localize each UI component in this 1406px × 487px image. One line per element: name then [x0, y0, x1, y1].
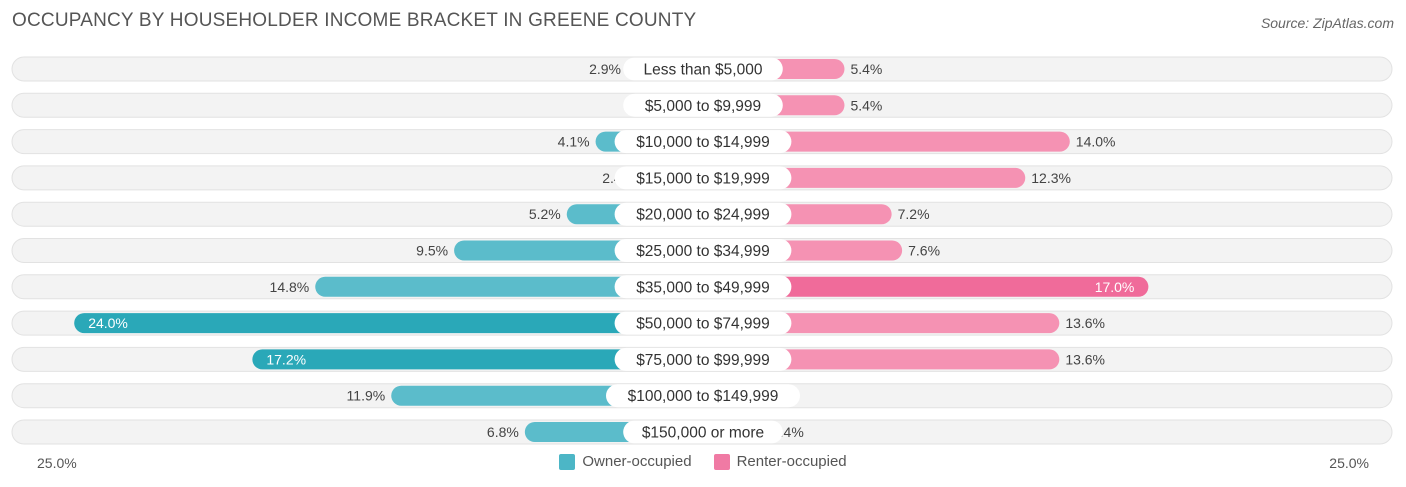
category-pill [623, 57, 783, 81]
renter-value-label: 7.2% [898, 206, 930, 222]
owner-bar [252, 349, 704, 370]
legend: Owner-occupied Renter-occupied [0, 453, 1406, 470]
category-label: $50,000 to $74,999 [636, 316, 770, 333]
renter-value-label: 13.6% [1065, 351, 1105, 367]
category-label: Less than $5,000 [644, 62, 763, 79]
renter-value-label: 17.0% [1095, 279, 1135, 295]
category-label: $10,000 to $14,999 [636, 134, 770, 151]
owner-value-label: 5.2% [529, 206, 561, 222]
diverging-bar-chart: 2.9%5.4%Less than $5,0001.3%5.4%$5,000 t… [11, 56, 1393, 445]
legend-item-owner[interactable]: Owner-occupied [559, 453, 692, 470]
category-pill [623, 420, 783, 444]
legend-swatch-renter [713, 453, 730, 470]
source-label: Source: ZipAtlas.com [1260, 15, 1394, 31]
category-label: $25,000 to $34,999 [636, 243, 770, 260]
legend-swatch-owner [559, 453, 576, 470]
axis-right-label: 25.0% [1329, 455, 1369, 471]
renter-value-label: 5.4% [850, 61, 882, 77]
renter-bar [703, 131, 1070, 152]
owner-value-label: 2.9% [589, 61, 621, 77]
category-label: $35,000 to $49,999 [636, 279, 770, 296]
category-pill [614, 202, 792, 226]
owner-value-label: 11.9% [347, 388, 386, 404]
category-pill [623, 93, 783, 117]
owner-value-label: 24.0% [88, 315, 128, 331]
renter-bar [703, 276, 1149, 297]
owner-value-label: 14.8% [270, 279, 310, 295]
renter-value-label: 13.6% [1065, 315, 1105, 331]
owner-value-label: 9.5% [416, 243, 448, 259]
renter-value-label: 14.0% [1076, 134, 1116, 150]
legend-label-renter: Renter-occupied [736, 453, 847, 470]
owner-value-label: 17.2% [266, 351, 306, 367]
category-pill [614, 130, 792, 154]
category-pill [606, 384, 800, 408]
renter-value-label: 7.6% [908, 243, 940, 259]
category-label: $5,000 to $9,999 [645, 98, 761, 115]
axis-left-label: 25.0% [37, 455, 77, 471]
category-label: $15,000 to $19,999 [636, 170, 770, 187]
renter-value-label: 12.3% [1031, 170, 1071, 186]
category-label: $150,000 or more [642, 425, 764, 442]
category-label: $75,000 to $99,999 [636, 352, 770, 369]
category-pill [614, 166, 792, 190]
category-pill [614, 239, 792, 262]
category-pill [614, 275, 792, 299]
category-label: $100,000 to $149,999 [628, 388, 779, 405]
renter-bar [703, 349, 1060, 370]
category-label: $20,000 to $24,999 [636, 207, 770, 224]
owner-value-label: 4.1% [558, 134, 590, 150]
legend-item-renter[interactable]: Renter-occupied [713, 453, 847, 470]
renter-value-label: 5.4% [850, 97, 882, 113]
chart-title: OCCUPANCY BY HOUSEHOLDER INCOME BRACKET … [12, 10, 697, 31]
category-pill [614, 347, 792, 371]
owner-bar [315, 276, 703, 297]
owner-bar [74, 313, 703, 334]
legend-label-owner: Owner-occupied [582, 453, 692, 470]
renter-bar [703, 313, 1060, 334]
category-pill [614, 311, 792, 335]
owner-value-label: 6.8% [487, 424, 519, 440]
